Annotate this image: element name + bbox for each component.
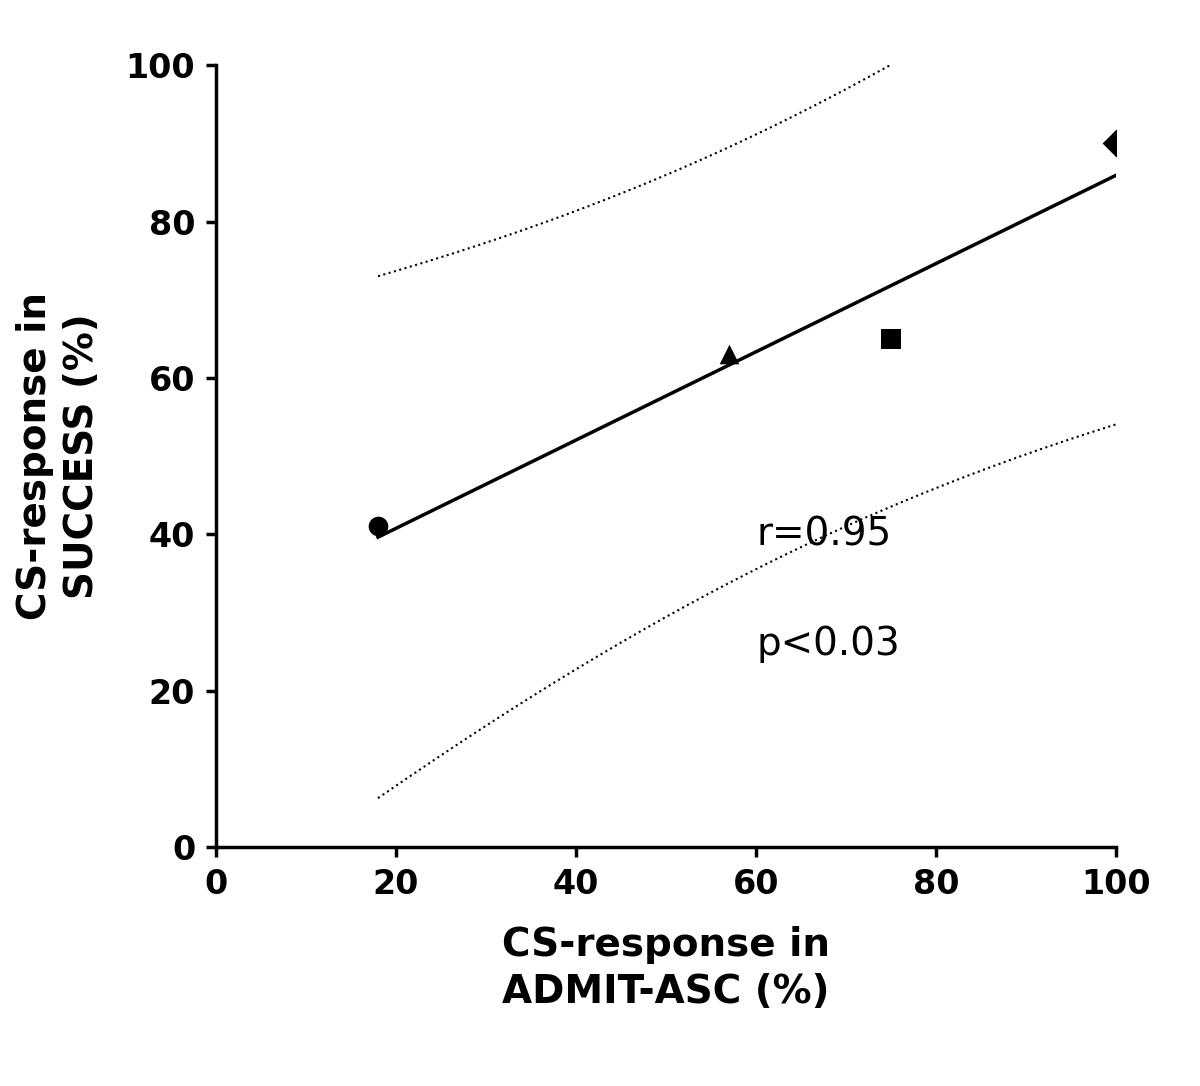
Text: r=0.95: r=0.95 — [756, 516, 892, 553]
Point — [881, 330, 900, 348]
X-axis label: CS-response in
ADMIT-ASC (%): CS-response in ADMIT-ASC (%) — [502, 926, 830, 1011]
Point — [368, 518, 388, 535]
Point — [1106, 135, 1126, 152]
Point — [720, 345, 739, 363]
Y-axis label: CS-response in
SUCCESS (%): CS-response in SUCCESS (%) — [16, 292, 101, 620]
Text: p<0.03: p<0.03 — [756, 624, 900, 662]
